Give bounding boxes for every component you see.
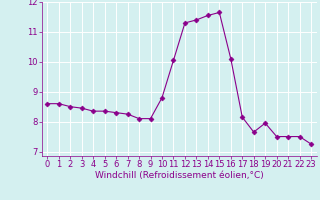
X-axis label: Windchill (Refroidissement éolien,°C): Windchill (Refroidissement éolien,°C) [95, 171, 264, 180]
